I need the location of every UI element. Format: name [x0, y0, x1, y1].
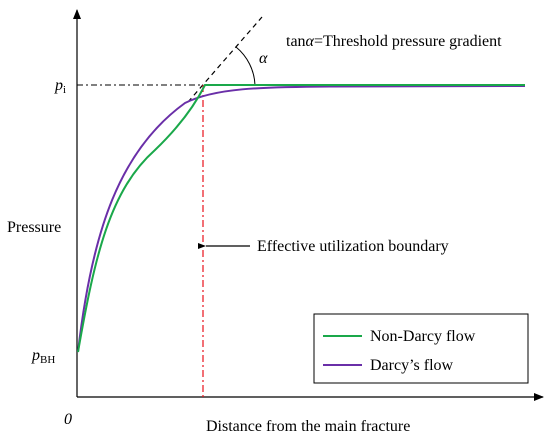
y-axis-label: Pressure [7, 219, 61, 236]
pbh-label-sub: BH [40, 354, 55, 366]
origin-label: 0 [64, 411, 72, 428]
tangent-line [187, 16, 263, 103]
legend-label-darcy: Darcy’s flow [370, 357, 454, 374]
pi-label: pi [54, 77, 66, 96]
legend-box [313, 313, 529, 384]
tan-prefix: tan [286, 33, 306, 50]
pbh-label: pBH [31, 347, 55, 366]
non-darcy-flow-curve [77, 84, 525, 353]
pbh-label-base: p [31, 347, 40, 364]
legend-label-non-darcy: Non-Darcy flow [370, 328, 476, 345]
alpha-label: α [259, 50, 268, 67]
tan-annotation: tanα=Threshold pressure gradient [286, 33, 502, 50]
x-axis-label: Distance from the main fracture [206, 418, 410, 435]
pi-label-sub: i [63, 84, 66, 96]
legend: Non-Darcy flow Darcy’s flow [313, 313, 529, 384]
tan-text: =Threshold pressure gradient [314, 33, 502, 50]
tan-alpha: α [306, 33, 315, 50]
alpha-angle-arc [235, 46, 256, 86]
boundary-annotation: Effective utilization boundary [257, 238, 449, 255]
pi-label-base: p [54, 77, 63, 94]
darcy-flow-curve [77, 85, 526, 353]
